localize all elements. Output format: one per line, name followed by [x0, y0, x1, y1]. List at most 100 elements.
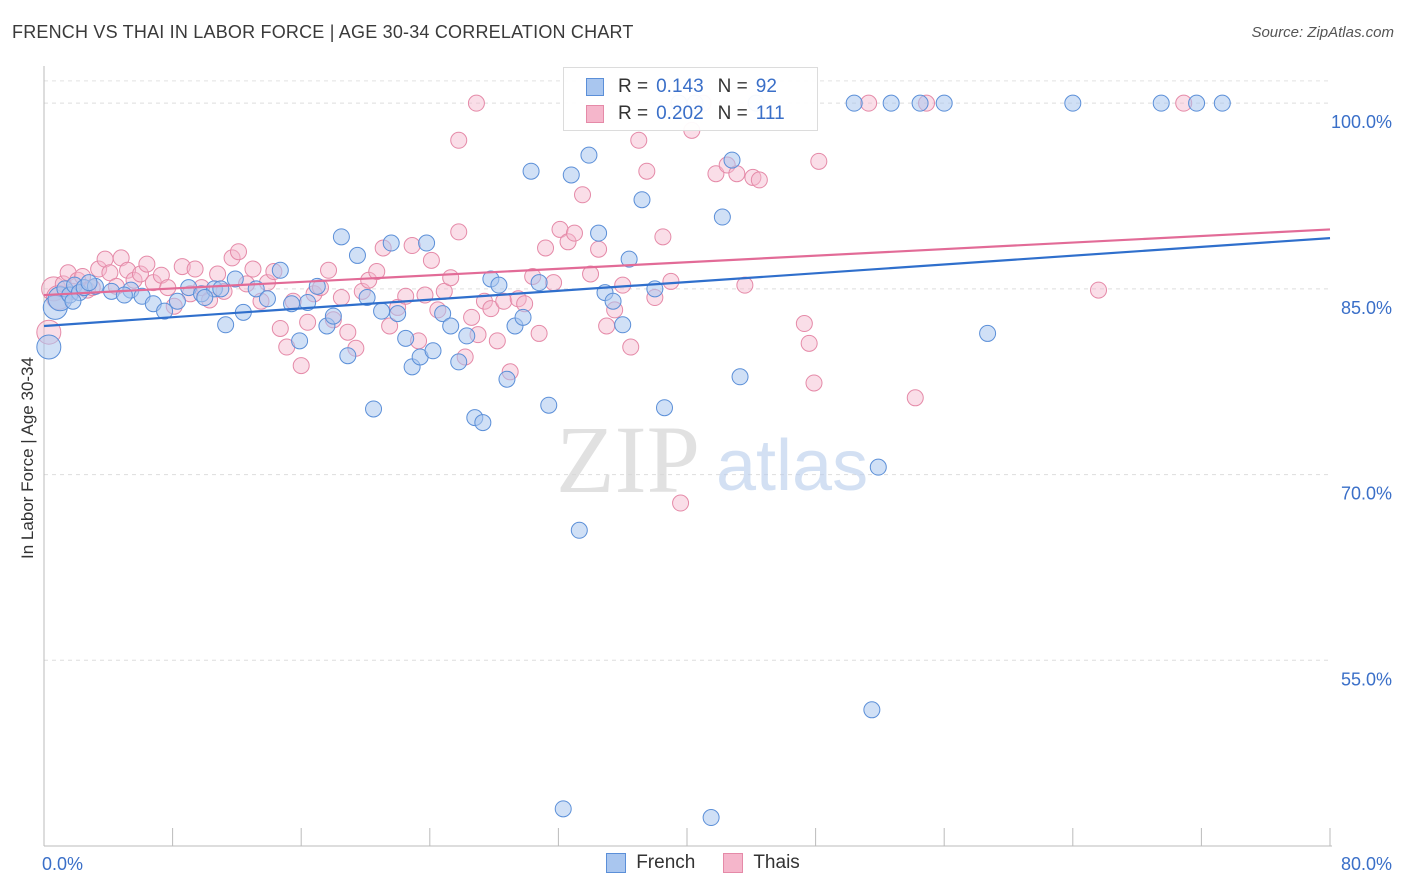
- french-point: [324, 307, 342, 325]
- french-point: [935, 94, 953, 112]
- y-tick-label: 70.0%: [1341, 484, 1392, 504]
- legend-row-french: R = 0.143 N = 92: [586, 74, 785, 100]
- thais-point: [467, 94, 485, 112]
- french-swatch: [606, 853, 627, 873]
- thais-point: [173, 258, 191, 276]
- thais-point: [119, 261, 137, 279]
- chart-title: FRENCH VS THAI IN LABOR FORCE | AGE 30-3…: [12, 22, 634, 42]
- thais-point: [565, 224, 583, 242]
- thais-point: [810, 152, 828, 170]
- french-point: [590, 224, 608, 242]
- french-point: [1188, 94, 1206, 112]
- thais-point: [138, 255, 156, 273]
- french-point: [614, 316, 632, 334]
- watermark-zip: ZIP: [556, 406, 700, 513]
- r-value: 0.143: [656, 76, 704, 97]
- french-point: [64, 292, 82, 310]
- french-point: [1152, 94, 1170, 112]
- thais-point: [662, 272, 680, 290]
- watermark-atlas: atlas: [716, 426, 868, 506]
- n-value: 111: [755, 103, 785, 124]
- french-point: [474, 414, 492, 432]
- thais-swatch: [586, 105, 604, 123]
- thais-point: [230, 243, 248, 261]
- thais-point: [750, 171, 768, 189]
- thais-point: [488, 332, 506, 350]
- source-label: Source: ZipAtlas.com: [1251, 24, 1394, 41]
- french-point: [604, 292, 622, 310]
- series-legend: French Thais: [0, 852, 1406, 874]
- thais-point: [860, 94, 878, 112]
- y-tick-label: 55.0%: [1341, 669, 1392, 689]
- french-point: [863, 701, 881, 719]
- french-point: [36, 334, 62, 360]
- french-point: [418, 234, 436, 252]
- legend-item-thais: Thais: [723, 852, 800, 874]
- french-point: [633, 191, 651, 209]
- thais-point: [403, 237, 421, 255]
- french-point: [490, 276, 508, 294]
- thais-point: [1090, 281, 1108, 299]
- thais-point: [463, 308, 481, 326]
- french-point: [655, 399, 673, 417]
- french-point: [530, 274, 548, 292]
- french-point: [554, 800, 572, 818]
- thais-point: [442, 269, 460, 287]
- thais-point: [131, 265, 149, 283]
- thais-trend-line: [43, 228, 1331, 297]
- french-points: [36, 94, 1231, 827]
- french-point: [212, 280, 230, 298]
- n-value: 92: [755, 76, 777, 97]
- thais-point: [244, 260, 262, 278]
- thais-point: [422, 251, 440, 269]
- french-point: [713, 208, 731, 226]
- thais-point: [630, 131, 648, 149]
- thais-point: [320, 261, 338, 279]
- french-point: [168, 292, 186, 310]
- thais-point: [707, 165, 725, 183]
- gridlines: [44, 80, 1330, 661]
- thais-point: [582, 265, 600, 283]
- french-point: [271, 261, 289, 279]
- n-label: N =: [717, 76, 748, 97]
- thais-point: [332, 289, 350, 307]
- x-tick-label: 80.0%: [1341, 854, 1392, 874]
- x-tick-labels: 0.0% 80.0%: [42, 854, 1392, 874]
- french-point: [514, 308, 532, 326]
- thais-point: [90, 260, 108, 278]
- y-tick-labels: 100.0% 85.0% 70.0% 55.0%: [1331, 112, 1392, 689]
- french-trend-line: [43, 236, 1331, 328]
- thais-point: [339, 323, 357, 341]
- french-point: [1064, 94, 1082, 112]
- french-point: [339, 347, 357, 365]
- thais-point: [209, 265, 227, 283]
- french-point: [442, 317, 460, 335]
- r-label: R =: [618, 76, 649, 97]
- thais-point: [551, 220, 569, 238]
- thais-point: [495, 292, 513, 310]
- y-tick-label: 85.0%: [1341, 298, 1392, 318]
- french-point: [498, 370, 516, 388]
- legend-label-french: French: [636, 852, 696, 873]
- legend-label-thais: Thais: [753, 852, 800, 873]
- french-point: [348, 246, 366, 264]
- thais-point: [368, 263, 386, 281]
- trend-lines: [43, 228, 1331, 328]
- legend-item-french: French: [606, 852, 695, 874]
- stats-legend: R = 0.143 N = 92 R = 0.202 N = 111: [563, 67, 818, 131]
- french-point: [620, 250, 638, 268]
- french-point: [397, 329, 415, 347]
- thais-point: [559, 233, 577, 251]
- french-point: [373, 302, 391, 320]
- french-point: [869, 458, 887, 476]
- thais-point: [906, 389, 924, 407]
- french-point: [580, 146, 598, 164]
- french-point: [217, 316, 235, 334]
- x-tick-label: 0.0%: [42, 854, 83, 874]
- french-point: [723, 151, 741, 169]
- thais-point: [545, 274, 563, 292]
- thais-point: [271, 319, 289, 337]
- french-point: [389, 305, 407, 323]
- thais-point: [537, 239, 555, 257]
